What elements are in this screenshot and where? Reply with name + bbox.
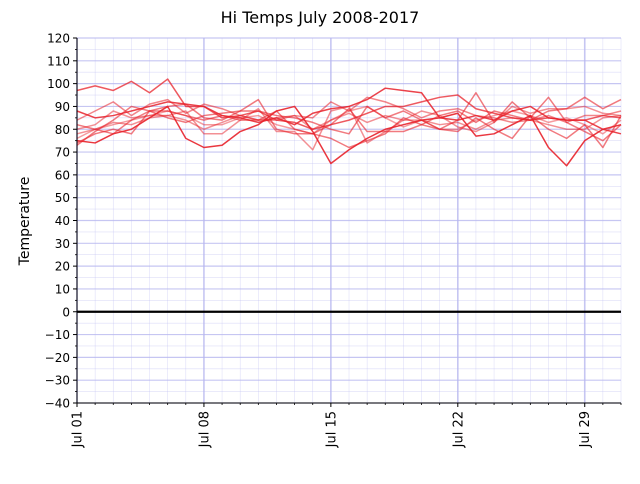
series-line-3	[76, 92, 622, 146]
x-tick-label: Jul 22	[451, 411, 466, 448]
x-axis-ticks: Jul 01 Jul 08 Jul 15 Jul 22 Jul 29	[71, 403, 622, 448]
series-lines	[76, 78, 622, 167]
x-tick-label: Jul 01	[71, 411, 86, 448]
y-tick-label: 100	[47, 77, 70, 91]
y-tick-label: 20	[55, 260, 70, 274]
x-tick-label: Jul 29	[578, 411, 593, 448]
y-tick-label: 120	[47, 32, 70, 46]
y-tick-label: 40	[55, 214, 70, 228]
x-tick-label: Jul 08	[197, 411, 212, 448]
y-tick-label: 30	[55, 237, 70, 251]
y-tick-label: 110	[47, 54, 70, 68]
series-line-10	[76, 96, 622, 135]
y-tick-label: 0	[62, 305, 70, 319]
y-tick-label: 80	[55, 123, 70, 137]
series-line-8	[76, 105, 622, 151]
series-line-9	[76, 110, 622, 149]
y-tick-label: 90	[55, 100, 70, 114]
y-axis-label: Temperature	[17, 177, 33, 267]
y-tick-label: −20	[45, 351, 70, 365]
y-tick-label: 10	[55, 282, 70, 296]
chart-title: Hi Temps July 2008-2017	[221, 8, 420, 27]
y-tick-label: −30	[45, 374, 70, 388]
y-tick-label: −10	[45, 328, 70, 342]
y-tick-label: 50	[55, 191, 70, 205]
y-tick-label: 70	[55, 146, 70, 160]
y-tick-label: 60	[55, 168, 70, 182]
x-tick-label: Jul 15	[324, 411, 339, 448]
y-axis-ticks: −40 −30 −20 −10 0 10 20 30 40 50 60 70 80 90 100 110 120	[45, 32, 77, 411]
y-tick-label: −40	[45, 397, 70, 411]
